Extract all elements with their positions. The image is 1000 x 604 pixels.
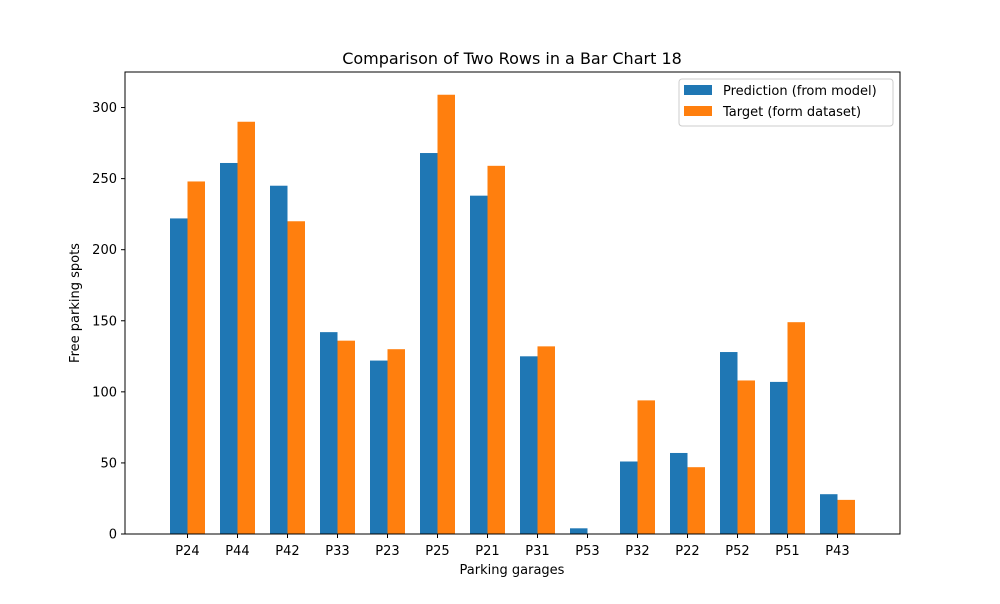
y-axis-label: Free parking spots [68,243,83,363]
bar-prediction-p25 [420,153,438,534]
x-tick-label: P31 [525,544,549,559]
x-axis: P24 P44 P42 P33 P23 P25 P21 P31 P53 P32 P22 P52 P51 P… [175,534,850,559]
bar-target-p43 [837,499,855,534]
y-tick-label: 300 [92,101,117,116]
bar-prediction-p23 [370,360,388,534]
bar-target-p32 [637,400,655,534]
y-tick-label: 50 [100,456,117,471]
bar-target-p23 [387,349,405,534]
x-tick-label: P22 [675,544,699,559]
x-tick-label: P53 [575,544,599,559]
bar-prediction-p51 [770,381,788,534]
bar-target-p25 [437,94,455,535]
bar-prediction-p21 [470,195,488,535]
y-tick-label: 150 [92,314,117,329]
legend-label-prediction: Prediction (from model) [723,84,877,99]
legend-swatch-target [684,106,712,116]
bar-target-p52 [737,380,755,534]
bar-prediction-p44 [220,162,238,535]
y-axis: 0 50 100 150 200 250 300 [92,101,125,543]
x-tick-label: P32 [625,544,649,559]
x-tick-label: P33 [325,544,349,559]
bar-target-p44 [237,121,255,534]
bar-prediction-p24 [170,218,188,535]
x-tick-label: P25 [425,544,449,559]
bar-prediction-p32 [620,461,638,534]
chart-title: Comparison of Two Rows in a Bar Chart 18 [342,49,682,68]
bars-layer [170,94,855,535]
bar-target-p33 [337,340,355,534]
x-tick-label: P43 [825,544,849,559]
x-tick-label: P23 [375,544,399,559]
bar-prediction-p52 [720,352,738,534]
x-tick-label: P24 [175,544,199,559]
bar-target-p42 [287,221,305,534]
plot-frame [124,71,901,535]
bar-target-p51 [787,322,805,534]
x-tick-label: P52 [725,544,749,559]
legend-label-target: Target (form dataset) [722,105,861,120]
bar-prediction-p33 [320,332,338,534]
bar-prediction-p43 [820,494,838,534]
x-tick-label: P51 [775,544,799,559]
x-tick-label: P44 [225,544,249,559]
bar-target-p21 [487,165,505,534]
x-axis-label: Parking garages [460,563,565,578]
bar-target-p31 [537,346,555,534]
legend: Prediction (from model) Target (form dat… [678,78,894,127]
y-tick-label: 0 [109,528,117,543]
y-tick-label: 100 [92,385,117,400]
bar-prediction-p31 [520,356,538,534]
bar-target-p22 [687,467,705,534]
y-tick-label: 200 [92,243,117,258]
y-tick-label: 250 [92,172,117,187]
bar-prediction-p53 [570,528,588,534]
legend-swatch-prediction [684,85,712,95]
bar-prediction-p22 [670,452,688,534]
x-tick-label: P21 [475,544,499,559]
bar-prediction-p42 [270,185,288,534]
x-tick-label: P42 [275,544,299,559]
legend-box [678,78,894,127]
bar-target-p24 [187,181,205,534]
